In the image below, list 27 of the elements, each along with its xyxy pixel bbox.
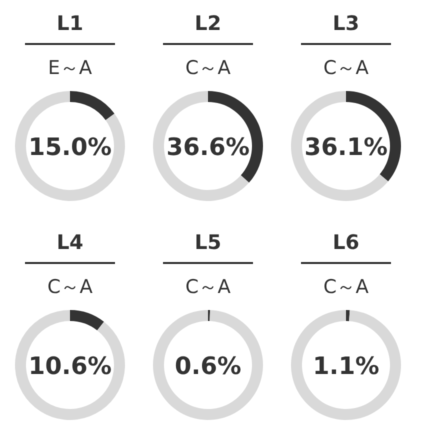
chart-subtitle: C～A [185, 57, 231, 79]
donut-slice [15, 310, 125, 420]
donut-slice [70, 91, 114, 120]
donut-slice [291, 310, 401, 420]
chart-subtitle: E～A [48, 57, 92, 79]
chart-title: L4 [56, 230, 84, 254]
donut-slice [346, 310, 350, 322]
chart-title: L5 [194, 230, 222, 254]
donut-slice [153, 91, 250, 201]
chart-subtitle: C～A [323, 276, 369, 298]
text: 0.6% [174, 352, 242, 380]
chart-title: L1 [56, 11, 84, 35]
donut-slice [153, 310, 263, 420]
text: 10.6% [28, 352, 112, 380]
donut-slice [291, 91, 388, 201]
chart-title: L2 [194, 11, 222, 35]
text: 15.0% [28, 133, 112, 161]
chart-subtitle: C～A [47, 276, 93, 298]
text: 1.1% [312, 352, 380, 380]
text: 36.6% [166, 133, 250, 161]
donut-slice [70, 310, 104, 330]
chart-subtitle: C～A [323, 57, 369, 79]
chart-title: L6 [332, 230, 360, 254]
text: 36.1% [304, 133, 388, 161]
donut-slice [15, 91, 125, 201]
chart-title: L3 [332, 11, 360, 35]
chart-subtitle: C～A [185, 276, 231, 298]
